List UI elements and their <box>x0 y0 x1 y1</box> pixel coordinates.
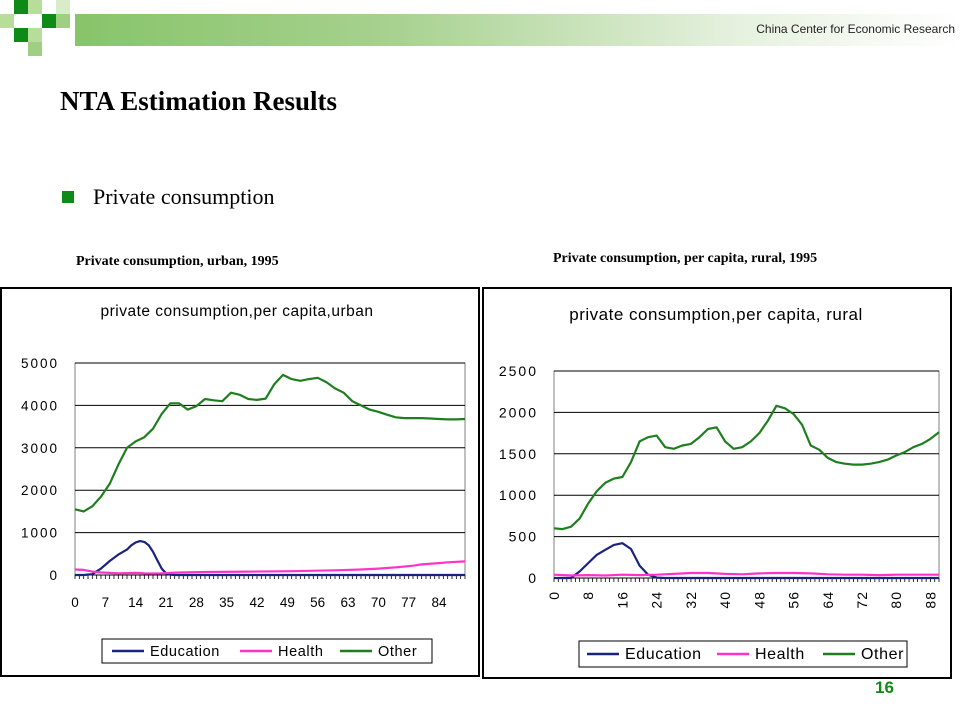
x-tick-label: 32 <box>683 591 699 609</box>
series-line-education <box>75 540 465 577</box>
slide-title: NTA Estimation Results <box>60 86 338 116</box>
x-tick-label: 24 <box>649 591 665 609</box>
y-tick-label: 0 <box>528 570 538 586</box>
series-line-other <box>74 373 466 513</box>
y-tick-label: 500 <box>509 529 538 545</box>
legend-label: Health <box>278 644 324 660</box>
x-tick-label: 72 <box>854 591 870 609</box>
legend-label: Other <box>378 644 417 660</box>
header-band <box>0 0 960 56</box>
y-tick-label: 5000 <box>21 356 59 371</box>
y-tick-label: 1500 <box>499 446 538 462</box>
x-tick-label: 80 <box>888 591 904 609</box>
x-tick-label: 64 <box>820 591 836 609</box>
logo-squares <box>0 0 70 56</box>
x-tick-label: 0 <box>71 595 79 610</box>
right-chart-caption: Private consumption, per capita, rural, … <box>553 251 818 266</box>
x-tick-label: 42 <box>249 595 264 610</box>
x-tick-label: 0 <box>546 591 562 600</box>
x-tick-label: 56 <box>786 591 802 609</box>
y-tick-label: 2500 <box>499 363 538 379</box>
x-tick-label: 77 <box>401 595 416 610</box>
chart-rural: private consumption,per capita, rural 0 50… <box>499 305 940 668</box>
chart-title: private consumption,per capita, rural <box>569 305 862 324</box>
x-tick-label: 63 <box>340 595 355 610</box>
x-tick-label: 28 <box>189 595 204 610</box>
x-tick-label: 56 <box>310 595 325 610</box>
x-tick-label: 16 <box>614 591 630 609</box>
x-tick-label: 14 <box>128 595 144 610</box>
chart-title: private consumption,per capita,urban <box>100 303 373 320</box>
x-tick-label: 70 <box>371 595 386 610</box>
x-tick-label: 8 <box>580 591 596 600</box>
left-chart-caption: Private consumption, urban, 1995 <box>76 254 279 269</box>
legend-label: Education <box>150 644 220 660</box>
header-org-text: China Center for Economic Research <box>756 22 955 36</box>
chart-frame-urban: private consumption,per capita,urban 0 100… <box>0 287 480 677</box>
bullet-text: Private consumption <box>93 184 275 209</box>
chart-frame-rural: private consumption,per capita, rural 0 50… <box>482 287 952 679</box>
x-tick-label: 48 <box>751 591 767 609</box>
legend-label: Health <box>755 646 805 663</box>
y-tick-label: 1000 <box>21 526 59 541</box>
series-line-health <box>74 560 466 575</box>
x-tick-label: 40 <box>717 591 733 609</box>
x-tick-label: 84 <box>431 595 447 610</box>
x-tick-label: 7 <box>102 595 110 610</box>
bullet-item: Private consumption <box>62 184 274 210</box>
legend-label: Other <box>861 646 904 663</box>
x-tick-label: 88 <box>922 591 938 609</box>
series-line-health <box>553 571 939 577</box>
y-tick-label: 3000 <box>21 441 59 456</box>
y-tick-label: 2000 <box>499 404 538 420</box>
y-tick-label: 4000 <box>21 398 59 413</box>
series-line-education <box>554 542 939 580</box>
chart-urban: private consumption,per capita,urban 0 100… <box>21 303 466 664</box>
y-tick-label: 1000 <box>499 487 538 503</box>
legend-label: Education <box>625 646 702 663</box>
page-number: 16 <box>875 678 894 697</box>
series-line-other <box>553 404 940 531</box>
x-tick-label: 49 <box>280 595 295 610</box>
y-tick-label: 2000 <box>21 483 59 498</box>
y-tick-label: 0 <box>49 568 59 583</box>
bullet-square-icon <box>62 190 74 203</box>
x-tick-label: 21 <box>158 595 173 610</box>
x-tick-label: 35 <box>219 595 234 610</box>
